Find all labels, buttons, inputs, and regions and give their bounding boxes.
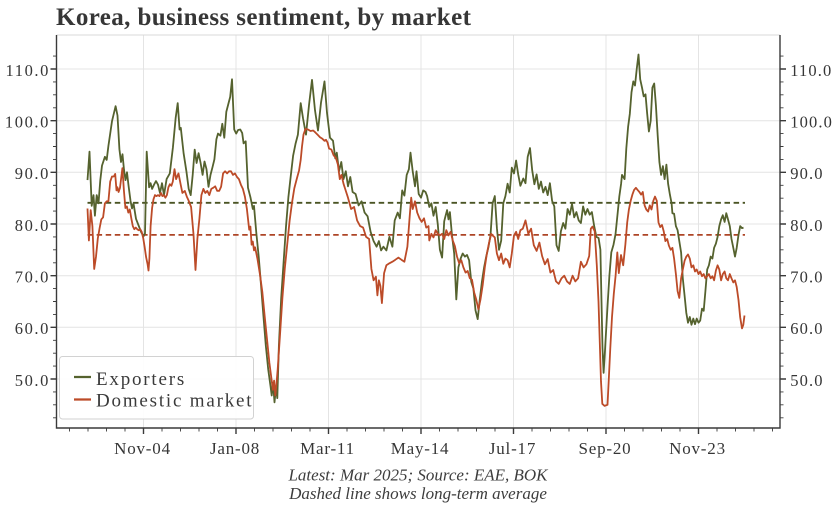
svg-text:90.0: 90.0 <box>790 164 823 183</box>
svg-text:Domestic market: Domestic market <box>96 390 253 411</box>
svg-text:70.0: 70.0 <box>790 268 823 287</box>
svg-text:90.0: 90.0 <box>15 164 50 183</box>
svg-text:110.0: 110.0 <box>5 61 50 80</box>
svg-text:80.0: 80.0 <box>15 216 50 235</box>
svg-text:110.0: 110.0 <box>790 61 832 80</box>
svg-text:Korea, business sentiment, by: Korea, business sentiment, by market <box>56 4 472 31</box>
svg-text:May-14: May-14 <box>391 439 450 458</box>
svg-text:Latest: Mar 2025; Source: EAE,: Latest: Mar 2025; Source: EAE, BOK <box>287 466 549 485</box>
svg-text:Mar-11: Mar-11 <box>300 439 355 458</box>
svg-text:50.0: 50.0 <box>790 371 823 390</box>
svg-text:50.0: 50.0 <box>15 371 50 390</box>
svg-text:Nov-04: Nov-04 <box>114 439 171 458</box>
svg-text:60.0: 60.0 <box>15 319 50 338</box>
svg-text:80.0: 80.0 <box>790 216 823 235</box>
svg-text:Dashed line shows long-term av: Dashed line shows long-term average <box>288 484 547 503</box>
svg-text:100.0: 100.0 <box>5 113 50 132</box>
svg-text:Jan-08: Jan-08 <box>210 439 260 458</box>
svg-text:70.0: 70.0 <box>15 268 50 287</box>
svg-text:Nov-23: Nov-23 <box>669 439 726 458</box>
svg-text:Exporters: Exporters <box>96 369 186 390</box>
svg-text:Sep-20: Sep-20 <box>579 439 632 458</box>
svg-text:100.0: 100.0 <box>790 113 833 132</box>
svg-text:Jul-17: Jul-17 <box>489 439 536 458</box>
svg-text:60.0: 60.0 <box>790 319 823 338</box>
